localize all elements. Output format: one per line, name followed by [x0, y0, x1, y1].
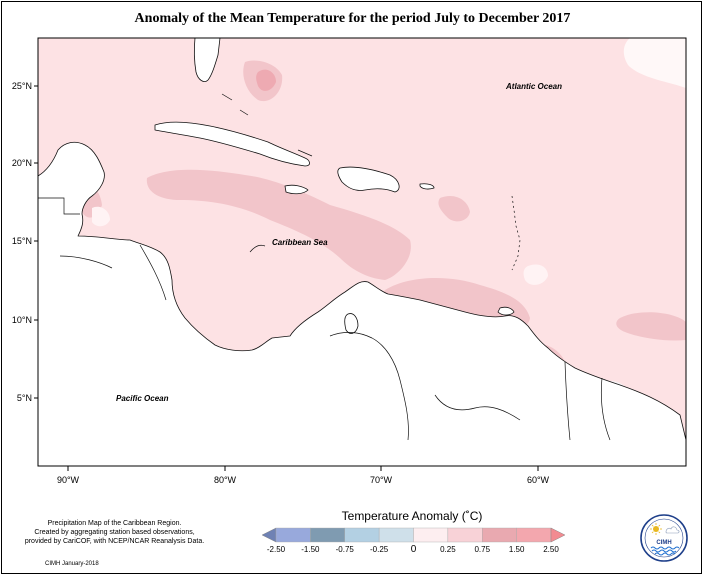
near-zero-patch	[623, 38, 686, 88]
trinidad	[497, 306, 515, 316]
lat-label: 10°N	[12, 315, 32, 325]
colorbar: -2.50 -1.50 -0.75 -0.25 0 0.25 0.75 1.50 2.50	[261, 527, 566, 555]
colorbar-tick-label: -2.50	[267, 545, 286, 554]
lat-ticks	[34, 85, 38, 399]
jamaica	[284, 184, 309, 195]
bahamas-outline	[221, 93, 313, 157]
colorbar-tick-label: 1.50	[509, 545, 525, 554]
border-suriname-guiana	[600, 377, 611, 441]
colorbar-tick-label: -1.50	[301, 545, 320, 554]
colorbar-tick-label: -0.75	[336, 545, 355, 554]
colorbar-extend-low	[261, 527, 277, 543]
lat-label: 20°N	[12, 158, 32, 168]
lat-label: 25°N	[12, 81, 32, 91]
border-mexico-guatemala	[38, 197, 80, 215]
light-patch-yucatan	[92, 206, 110, 227]
colorbar-tick-label: 0.75	[474, 545, 490, 554]
colorbar-tick-label: 0.25	[440, 545, 456, 554]
colorbar-segment	[413, 527, 449, 543]
lat-label: 15°N	[12, 236, 32, 246]
atlantic-warm-region	[616, 312, 686, 341]
light-patch-east	[523, 264, 548, 285]
border-honduras	[59, 255, 113, 269]
lon-ticks	[67, 466, 539, 471]
lon-label: 60°W	[527, 475, 550, 485]
credit-line: provided by CariCOF, with NCEP/NCAR Rean…	[24, 538, 205, 545]
map-title: Anomaly of the Mean Temperature for the …	[134, 11, 571, 26]
pacific-ocean-label: Pacific Ocean	[116, 394, 169, 403]
map-border	[37, 37, 687, 467]
colorbar-tick-label: 0	[411, 544, 417, 555]
colorbar-tick-label: -0.25	[370, 545, 389, 554]
south-central-america	[37, 37, 687, 467]
lat-label: 5°N	[17, 393, 32, 403]
colorbar-segment	[310, 527, 345, 543]
credit-line: Created by aggregating station based obs…	[34, 529, 195, 536]
colorbar-segment	[482, 527, 517, 543]
colorbar-segment	[447, 527, 483, 543]
credit-block: Precipitation Map of the Caribbean Regio…	[12, 519, 217, 546]
credit-line: Precipitation Map of the Caribbean Regio…	[47, 520, 182, 527]
cimh-logo: CIMH	[640, 514, 688, 562]
cuba	[154, 121, 310, 167]
logo-text: CIMH	[656, 540, 671, 546]
sun-icon	[650, 523, 662, 535]
waves-icon	[650, 546, 680, 556]
hispaniola	[337, 166, 400, 193]
colorbar-segment	[516, 527, 552, 543]
landmasses	[37, 37, 687, 467]
colorbar-tick-label: 2.50	[543, 545, 559, 554]
lake-maracaibo	[344, 313, 359, 334]
lon-label: 70°W	[370, 475, 393, 485]
lesser-antilles	[511, 195, 521, 271]
credit-date: CIMH January-2018	[45, 561, 99, 567]
venezuela-coast-warm-region	[382, 278, 530, 329]
small-islands	[249, 244, 266, 253]
legend-title: Temperature Anomaly (˚C)	[341, 509, 483, 523]
colorbar-segment	[378, 527, 414, 543]
colorbar-segment	[275, 527, 311, 543]
border-colombia-venezuela	[329, 332, 409, 441]
bahamas-hot-spot	[256, 69, 276, 91]
lon-label: 80°W	[214, 475, 237, 485]
colorbar-segment	[344, 527, 380, 543]
caribbean-warm-region	[146, 169, 411, 280]
caribbean-sea-label: Caribbean Sea	[272, 238, 328, 247]
border-venezuela-brazil	[434, 394, 521, 421]
florida	[193, 37, 221, 82]
border-guyana-suriname	[564, 361, 571, 441]
puerto-rico	[419, 183, 435, 190]
cloud-icon	[665, 526, 680, 534]
colorbar-extend-high	[550, 527, 566, 543]
lon-label: 90°W	[57, 475, 80, 485]
country-borders	[38, 93, 611, 441]
atlantic-ocean-label: Atlantic Ocean	[505, 82, 562, 91]
border-nicaragua	[139, 244, 167, 301]
warm-blob-east	[438, 195, 470, 222]
